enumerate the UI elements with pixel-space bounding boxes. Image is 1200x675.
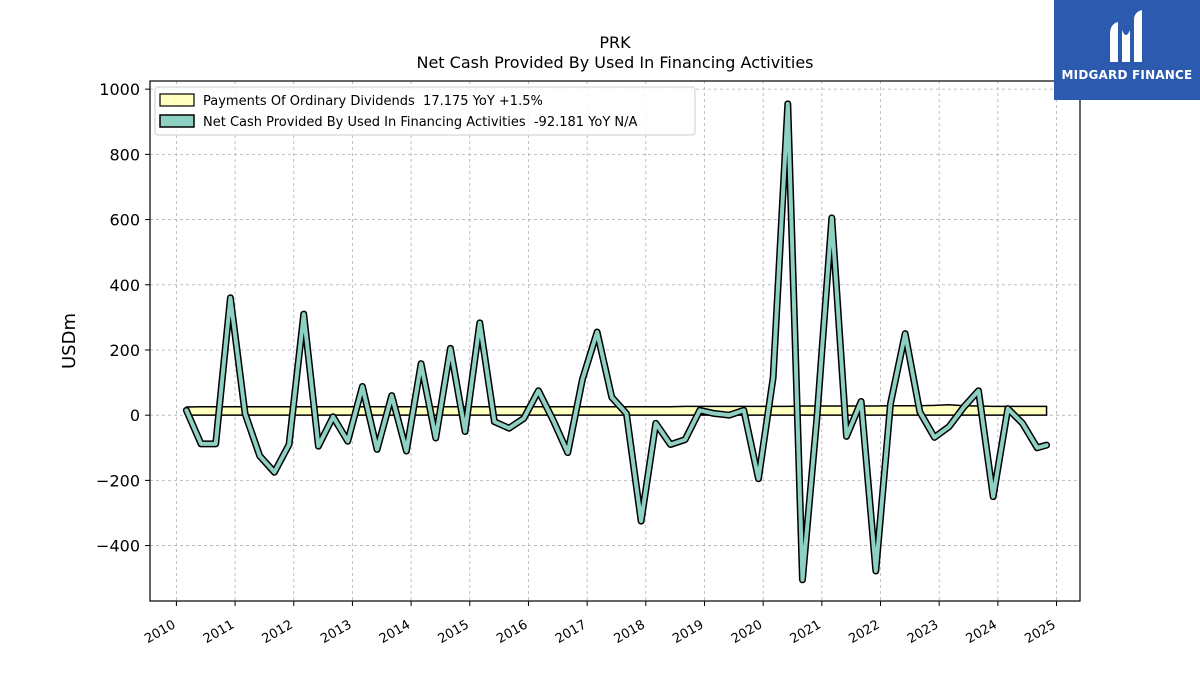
y-tick-label: 1000 (99, 80, 140, 99)
x-tick-label: 2021 (788, 617, 824, 647)
chart-subtitle: Net Cash Provided By Used In Financing A… (416, 53, 813, 72)
y-tick-label: 0 (130, 406, 140, 425)
brand-logo: MIDGARD FINANCE (1054, 0, 1200, 100)
series-layer (182, 100, 1051, 584)
x-tick-label: 2025 (1022, 617, 1058, 647)
legend-box (154, 86, 696, 136)
chart-title: PRK (599, 33, 631, 52)
logo-text: MIDGARD FINANCE (1061, 68, 1193, 82)
y-tick-label: −200 (96, 471, 140, 490)
y-tick-label: 200 (109, 341, 140, 360)
x-tick-label: 2017 (553, 617, 589, 647)
x-tick-label: 2014 (377, 617, 413, 647)
legend-label-financing: Net Cash Provided By Used In Financing A… (203, 115, 638, 130)
grid (150, 81, 1080, 601)
y-tick-label: 600 (109, 211, 140, 230)
x-ticks: 2010 2011 2012 2013 2014 2015 2016 2017 2018 2019… (142, 601, 1059, 647)
legend-swatch-financing (159, 114, 195, 128)
y-tick-label: 800 (109, 145, 140, 164)
x-tick-label: 2012 (260, 617, 296, 647)
x-tick-label: 2024 (964, 617, 1000, 647)
x-tick-label: 2019 (670, 617, 706, 647)
x-tick-label: 2023 (905, 617, 941, 647)
y-ticks: −400 −200 0 200 400 600 800 1000 (96, 80, 150, 556)
legend-swatch-dividends (159, 93, 195, 107)
x-tick-label: 2020 (729, 617, 765, 647)
y-tick-label: 400 (109, 276, 140, 295)
x-tick-label: 2016 (494, 617, 530, 647)
plot-frame (149, 80, 1081, 602)
logo-mark-icon (1110, 10, 1142, 62)
y-axis-label: USDm (59, 313, 80, 369)
x-tick-label: 2013 (318, 617, 354, 647)
x-tick-label: 2018 (612, 617, 648, 647)
x-tick-label: 2010 (142, 617, 178, 647)
x-tick-label: 2015 (436, 617, 472, 647)
series-dividends-area (185, 403, 1048, 416)
legend: Payments Of Ordinary Dividends 17.175 Yo… (154, 86, 696, 136)
series-financing-outline (182, 100, 1051, 584)
y-tick-label: −400 (96, 537, 140, 556)
x-tick-label: 2011 (201, 617, 237, 647)
series-financing-line (184, 101, 1049, 582)
x-tick-label: 2022 (846, 617, 882, 647)
legend-label-dividends: Payments Of Ordinary Dividends 17.175 Yo… (203, 94, 543, 109)
